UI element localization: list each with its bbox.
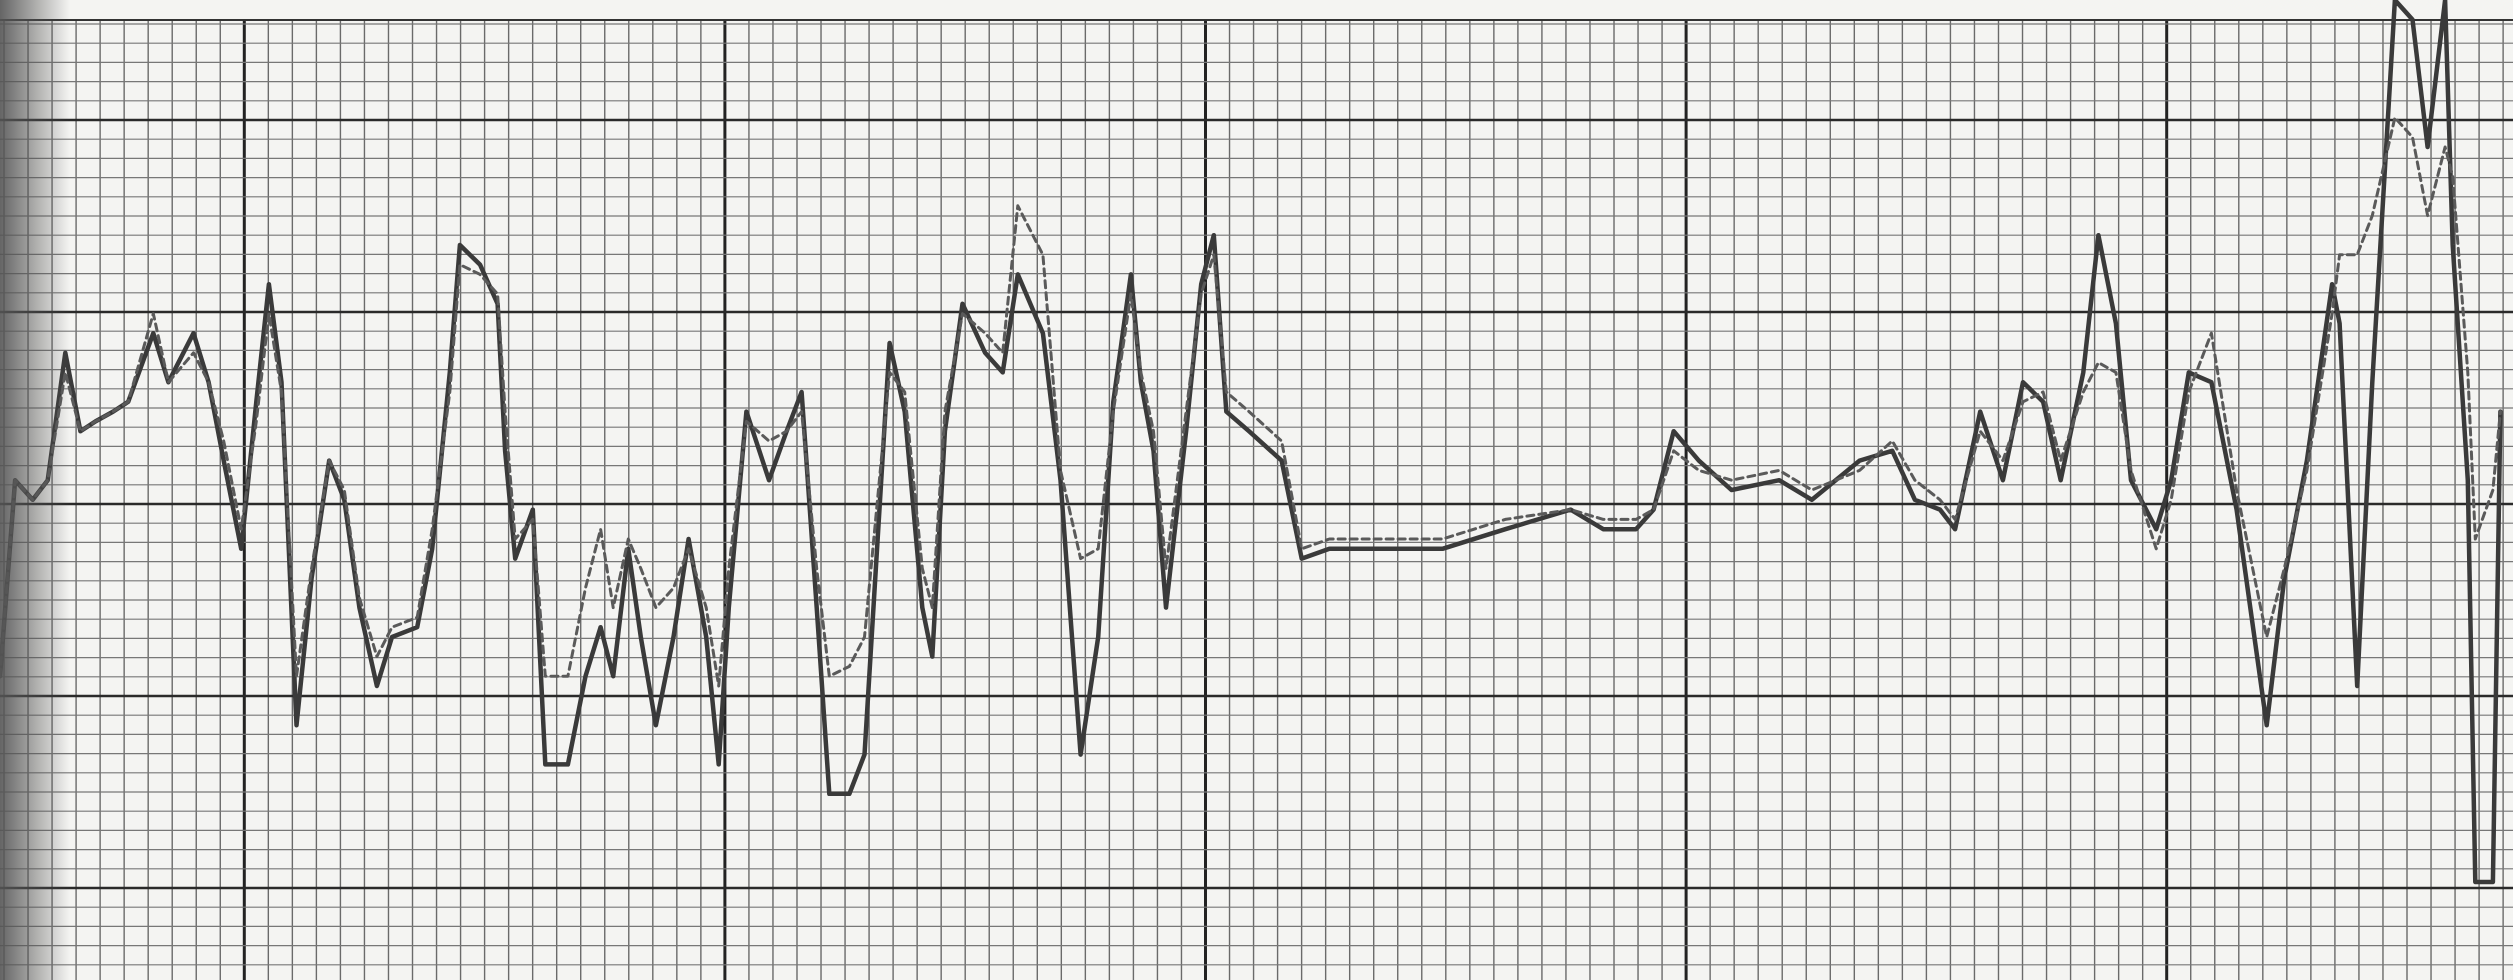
paper-edge-shadow [0,0,70,980]
grid [0,19,2513,980]
traces [0,0,2503,885]
dashed-trace [0,116,2502,688]
